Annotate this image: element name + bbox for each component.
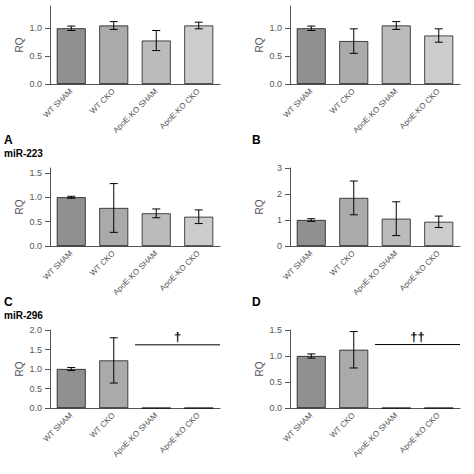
svg-text:1.5: 1.5: [269, 325, 282, 335]
svg-text:††: ††: [410, 329, 424, 344]
svg-text:0.5: 0.5: [269, 377, 282, 387]
svg-text:ApoE-KO SHAM: ApoE-KO SHAM: [111, 411, 159, 459]
svg-text:WT SHAM: WT SHAM: [42, 87, 75, 120]
svg-text:miR-296: miR-296: [4, 310, 43, 321]
svg-text:ApoE-KO SHAM: ApoE-KO SHAM: [111, 249, 159, 297]
svg-text:ApoE-KO SHAM: ApoE-KO SHAM: [351, 87, 399, 135]
svg-text:D: D: [252, 295, 261, 309]
svg-text:0.5: 0.5: [269, 51, 282, 61]
svg-text:WT SHAM: WT SHAM: [282, 87, 315, 120]
svg-text:1.0: 1.0: [29, 364, 42, 374]
svg-text:0.5: 0.5: [29, 217, 42, 227]
svg-text:1.0: 1.0: [29, 192, 42, 202]
svg-text:2: 2: [277, 189, 282, 199]
svg-text:0.0: 0.0: [269, 79, 282, 89]
svg-text:0: 0: [277, 241, 282, 251]
svg-text:RQ: RQ: [254, 37, 265, 52]
svg-text:WT SHAM: WT SHAM: [282, 411, 315, 444]
svg-text:A: A: [4, 133, 13, 147]
svg-text:RQ: RQ: [254, 199, 265, 214]
svg-text:ApoE-KO CKO: ApoE-KO CKO: [158, 87, 202, 131]
svg-text:0.0: 0.0: [29, 79, 42, 89]
svg-text:RQ: RQ: [254, 361, 265, 376]
svg-text:WT CKO: WT CKO: [328, 87, 357, 116]
svg-text:1.0: 1.0: [269, 351, 282, 361]
svg-text:0.0: 0.0: [29, 403, 42, 413]
svg-text:WT SHAM: WT SHAM: [42, 411, 75, 444]
svg-text:miR-223: miR-223: [4, 148, 43, 159]
svg-text:RQ: RQ: [14, 199, 25, 214]
svg-text:WT CKO: WT CKO: [88, 411, 117, 440]
svg-text:RQ: RQ: [14, 37, 25, 52]
svg-text:1.0: 1.0: [269, 23, 282, 33]
svg-text:3: 3: [277, 163, 282, 173]
svg-text:1.5: 1.5: [29, 345, 42, 355]
svg-text:ApoE-KO CKO: ApoE-KO CKO: [158, 411, 202, 455]
svg-text:ApoE-KO CKO: ApoE-KO CKO: [398, 411, 442, 455]
svg-text:ApoE-KO SHAM: ApoE-KO SHAM: [351, 249, 399, 297]
svg-text:0.5: 0.5: [29, 384, 42, 394]
svg-text:ApoE-KO CKO: ApoE-KO CKO: [398, 249, 442, 293]
svg-text:0.0: 0.0: [29, 241, 42, 251]
svg-text:1.5: 1.5: [29, 168, 42, 178]
svg-text:WT CKO: WT CKO: [88, 87, 117, 116]
svg-text:ApoE-KO CKO: ApoE-KO CKO: [158, 249, 202, 293]
svg-text:†: †: [174, 329, 181, 344]
svg-text:2.0: 2.0: [29, 325, 42, 335]
svg-text:ApoE-KO CKO: ApoE-KO CKO: [398, 87, 442, 131]
svg-text:0.5: 0.5: [29, 51, 42, 61]
svg-text:B: B: [252, 133, 261, 147]
svg-text:1.0: 1.0: [29, 23, 42, 33]
svg-text:WT SHAM: WT SHAM: [42, 249, 75, 282]
svg-text:1: 1: [277, 215, 282, 225]
svg-text:WT SHAM: WT SHAM: [282, 249, 315, 282]
svg-text:WT CKO: WT CKO: [328, 249, 357, 278]
svg-text:WT CKO: WT CKO: [328, 411, 357, 440]
svg-text:ApoE-KO SHAM: ApoE-KO SHAM: [111, 87, 159, 135]
svg-text:RQ: RQ: [14, 361, 25, 376]
svg-text:C: C: [4, 295, 13, 309]
svg-text:ApoE-KO SHAM: ApoE-KO SHAM: [351, 411, 399, 459]
svg-text:0.0: 0.0: [269, 403, 282, 413]
svg-text:WT CKO: WT CKO: [88, 249, 117, 278]
